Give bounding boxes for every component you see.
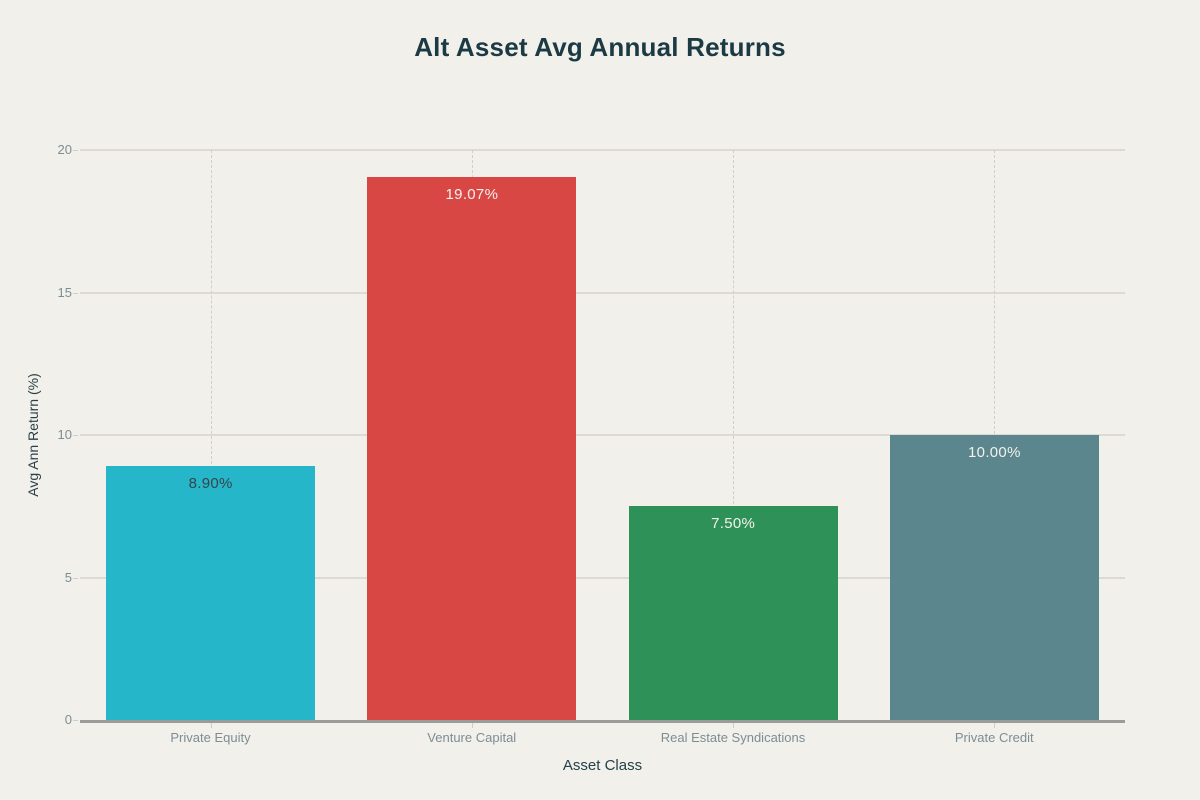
bar-private-credit: 10.00% xyxy=(889,435,1099,720)
y-tick-mark xyxy=(73,577,78,579)
x-gridline xyxy=(210,150,212,720)
y-gridline xyxy=(80,434,1125,436)
bar-real-estate-syndications: 7.50% xyxy=(628,506,838,720)
bar-value-label: 7.50% xyxy=(711,515,756,533)
y-tick-label: 15 xyxy=(57,284,72,300)
bar-value-label: 19.07% xyxy=(445,185,499,203)
x-gridline xyxy=(733,150,735,720)
y-gridline xyxy=(80,291,1125,294)
bar-value-label: 10.00% xyxy=(968,444,1021,461)
y-tick-label: 5 xyxy=(64,569,72,585)
y-tick-label: 10 xyxy=(57,427,72,442)
bar-venture-capital: 19.07% xyxy=(367,176,577,720)
x-tick-mark xyxy=(994,723,996,728)
x-tick-label: Real Estate Syndications xyxy=(660,730,806,745)
plot-area: 8.90% 19.07% 7.50% 10.00% xyxy=(80,149,1125,723)
y-tick-label: 20 xyxy=(57,142,72,157)
x-tick-label: Private Credit xyxy=(954,730,1034,745)
y-tick-mark xyxy=(73,150,78,151)
y-tick-mark xyxy=(73,720,78,721)
bar-private-equity: 8.90% xyxy=(106,466,316,720)
y-tick-label: 0 xyxy=(64,712,72,727)
chart-title: Alt Asset Avg Annual Returns xyxy=(414,32,786,62)
y-tick-mark xyxy=(73,292,78,294)
bar-value-label: 8.90% xyxy=(188,475,233,493)
x-tick-label: Venture Capital xyxy=(427,730,517,745)
y-gridline xyxy=(80,576,1125,579)
x-axis-title: Asset Class xyxy=(562,757,643,774)
x-tick-mark xyxy=(733,723,735,728)
x-tick-mark xyxy=(210,723,212,728)
x-tick-label: Private Equity xyxy=(170,730,251,745)
y-gridline xyxy=(80,149,1125,151)
x-tick-mark xyxy=(471,723,473,728)
y-tick-mark xyxy=(73,435,78,436)
